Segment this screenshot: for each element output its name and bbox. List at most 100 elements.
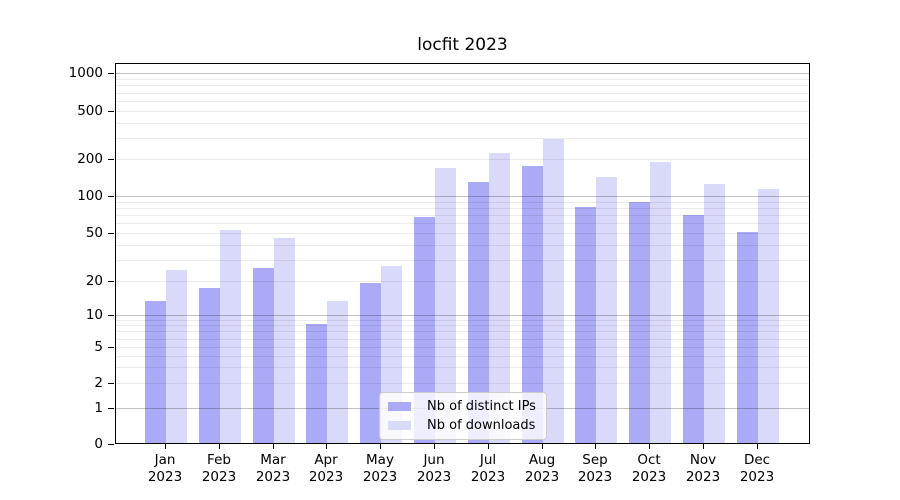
- bar-downloads: [219, 230, 241, 443]
- bar-distinct-ips: [575, 207, 597, 443]
- major-gridline: [116, 196, 809, 197]
- x-tick-label: Nov 2023: [685, 452, 721, 485]
- y-tick-mark: [108, 233, 114, 235]
- minor-gridline: [116, 233, 809, 234]
- y-tick-label: 10: [85, 307, 103, 323]
- chart-title: locfit 2023: [417, 35, 508, 55]
- bar-downloads: [166, 270, 187, 443]
- x-tick-mark: [434, 444, 436, 449]
- legend-row: Nb of distinct IPs: [386, 397, 540, 416]
- minor-gridline: [116, 367, 809, 368]
- minor-gridline: [116, 281, 809, 282]
- minor-gridline: [116, 208, 809, 209]
- minor-gridline: [116, 223, 809, 224]
- minor-gridline: [116, 331, 809, 332]
- x-tick-label: Dec 2023: [739, 452, 775, 485]
- minor-gridline: [116, 123, 809, 124]
- x-tick-label: Feb 2023: [201, 452, 237, 485]
- minor-gridline: [116, 79, 809, 80]
- legend-label: Nb of distinct IPs: [427, 399, 536, 414]
- y-tick-label: 50: [85, 225, 103, 241]
- minor-gridline: [116, 325, 809, 326]
- x-tick-mark: [703, 444, 705, 449]
- x-tick-mark: [542, 444, 544, 449]
- bar-downloads: [757, 189, 779, 443]
- legend: Nb of distinct IPs Nb of downloads: [379, 392, 547, 440]
- minor-gridline: [116, 339, 809, 340]
- x-tick-label: Jan 2023: [147, 452, 183, 485]
- legend-swatch-distinct-ips: [388, 402, 411, 411]
- minor-gridline: [116, 111, 809, 112]
- x-tick-mark: [219, 444, 221, 449]
- y-tick-mark: [108, 444, 114, 446]
- y-tick-mark: [108, 408, 114, 410]
- y-tick-label: 1000: [68, 65, 103, 81]
- x-tick-label: Apr 2023: [308, 452, 344, 485]
- y-tick-label: 200: [77, 151, 103, 167]
- minor-gridline: [116, 202, 809, 203]
- x-tick-mark: [757, 444, 759, 449]
- major-gridline: [116, 315, 809, 316]
- bar-downloads: [704, 184, 725, 443]
- bar-distinct-ips: [629, 202, 651, 443]
- major-gridline: [116, 73, 809, 74]
- x-tick-label: Aug 2023: [524, 452, 560, 485]
- y-tick-mark: [108, 159, 114, 161]
- y-tick-label: 100: [77, 188, 103, 204]
- minor-gridline: [116, 138, 809, 139]
- bar-downloads: [488, 153, 510, 443]
- legend-row: Nb of downloads: [386, 416, 540, 435]
- minor-gridline: [116, 260, 809, 261]
- bar-distinct-ips: [306, 324, 328, 443]
- minor-gridline: [116, 320, 809, 321]
- x-tick-mark: [380, 444, 382, 449]
- x-tick-mark: [488, 444, 490, 449]
- minor-gridline: [116, 383, 809, 384]
- x-tick-label: Mar 2023: [255, 452, 291, 485]
- y-tick-mark: [108, 281, 114, 283]
- y-tick-mark: [108, 111, 114, 113]
- minor-gridline: [116, 159, 809, 160]
- bar-downloads: [596, 177, 618, 443]
- minor-gridline: [116, 85, 809, 86]
- plot-area: [115, 63, 810, 444]
- bar-distinct-ips: [736, 232, 758, 443]
- y-tick-mark: [108, 196, 114, 198]
- x-tick-label: Sep 2023: [577, 452, 613, 485]
- x-tick-label: Jul 2023: [470, 452, 506, 485]
- x-tick-mark: [326, 444, 328, 449]
- x-tick-mark: [595, 444, 597, 449]
- y-tick-label: 500: [77, 103, 103, 119]
- minor-gridline: [116, 93, 809, 94]
- minor-gridline: [116, 356, 809, 357]
- x-tick-mark: [649, 444, 651, 449]
- y-tick-mark: [108, 73, 114, 75]
- bar-downloads: [327, 301, 349, 443]
- x-tick-mark: [273, 444, 275, 449]
- y-tick-label: 1: [94, 400, 103, 416]
- bar-distinct-ips: [198, 288, 220, 443]
- y-tick-mark: [108, 315, 114, 317]
- minor-gridline: [116, 215, 809, 216]
- bar-downloads: [542, 139, 564, 443]
- bar-distinct-ips: [360, 283, 382, 443]
- x-tick-label: Oct 2023: [631, 452, 667, 485]
- x-tick-mark: [165, 444, 167, 449]
- minor-gridline: [116, 245, 809, 246]
- bar-distinct-ips: [145, 301, 166, 443]
- bar-downloads: [650, 162, 672, 443]
- legend-swatch-downloads: [388, 421, 411, 430]
- bar-distinct-ips: [467, 182, 489, 443]
- bar-distinct-ips: [414, 217, 435, 443]
- bar-distinct-ips: [521, 166, 543, 443]
- bar-downloads: [435, 168, 456, 443]
- y-tick-mark: [108, 383, 114, 385]
- y-tick-label: 20: [85, 273, 103, 289]
- bar-downloads: [273, 238, 295, 443]
- x-tick-label: May 2023: [362, 452, 398, 485]
- x-tick-label: Jun 2023: [416, 452, 452, 485]
- y-tick-label: 0: [94, 436, 103, 452]
- y-tick-label: 5: [94, 339, 103, 355]
- bar-distinct-ips: [683, 215, 704, 443]
